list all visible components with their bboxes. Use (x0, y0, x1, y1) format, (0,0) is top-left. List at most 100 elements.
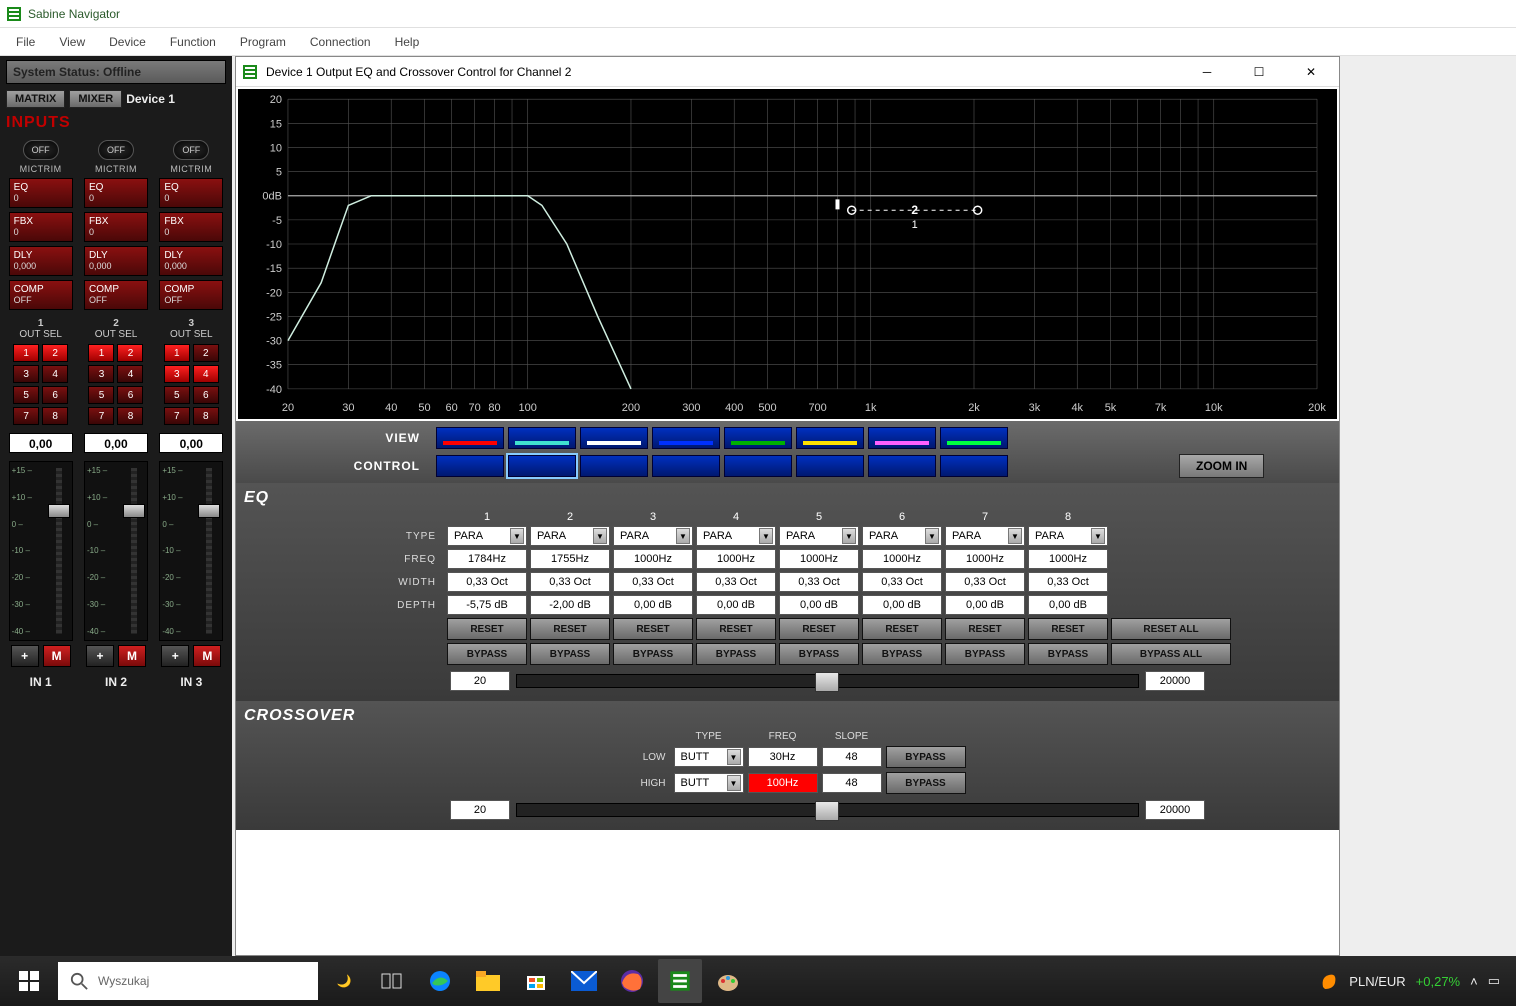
eq-bypass-1[interactable]: BYPASS (447, 643, 527, 665)
control-out-8[interactable] (940, 455, 1008, 477)
xo-high-freq[interactable]: 100Hz (748, 773, 818, 793)
comp-button[interactable]: COMPOFF (9, 280, 73, 310)
fader[interactable]: +15 –+10 –0 –-10 –-20 –-30 –-40 – (9, 461, 73, 641)
outsel-3[interactable]: 3 (13, 365, 39, 383)
eq-freq-7[interactable]: 1000Hz (945, 549, 1025, 569)
tray-chevron-icon[interactable]: ˄ (1470, 974, 1478, 989)
comp-button[interactable]: COMPOFF (159, 280, 223, 310)
view-out-5[interactable] (724, 427, 792, 449)
eq-response-chart[interactable]: 20151050dB-5-10-15-20-25-30-35-402030405… (238, 89, 1337, 419)
taskbar-mail-icon[interactable] (562, 959, 606, 1003)
outsel-8[interactable]: 8 (193, 407, 219, 425)
eq-width-6[interactable]: 0,33 Oct (862, 572, 942, 592)
menu-view[interactable]: View (49, 33, 95, 51)
eq-reset-4[interactable]: RESET (696, 618, 776, 640)
fbx-button[interactable]: FBX0 (9, 212, 73, 242)
xo-slider-knob[interactable] (815, 801, 839, 821)
fbx-button[interactable]: FBX0 (84, 212, 148, 242)
outsel-3[interactable]: 3 (88, 365, 114, 383)
eq-type-select-1[interactable]: PARA▼ (447, 526, 527, 546)
eq-depth-7[interactable]: 0,00 dB (945, 595, 1025, 615)
eq-button[interactable]: EQ0 (84, 178, 148, 208)
taskbar-weather-icon[interactable]: 🌙 (322, 959, 366, 1003)
xo-high-bypass-button[interactable]: BYPASS (886, 772, 966, 794)
eq-bypass-2[interactable]: BYPASS (530, 643, 610, 665)
eq-button[interactable]: EQ0 (159, 178, 223, 208)
eq-width-1[interactable]: 0,33 Oct (447, 572, 527, 592)
eq-width-7[interactable]: 0,33 Oct (945, 572, 1025, 592)
eq-freq-1[interactable]: 1784Hz (447, 549, 527, 569)
taskbar-paint-icon[interactable] (706, 959, 750, 1003)
dly-button[interactable]: DLY0,000 (159, 246, 223, 276)
outsel-6[interactable]: 6 (193, 386, 219, 404)
xo-low-type-select[interactable]: BUTT▼ (674, 747, 744, 767)
phantom-off-toggle[interactable]: OFF (173, 140, 209, 160)
trim-value[interactable]: 0,00 (9, 433, 73, 453)
eq-bypass-7[interactable]: BYPASS (945, 643, 1025, 665)
eq-depth-4[interactable]: 0,00 dB (696, 595, 776, 615)
mute-button[interactable]: M (193, 645, 221, 667)
dly-button[interactable]: DLY0,000 (9, 246, 73, 276)
eq-freq-3[interactable]: 1000Hz (613, 549, 693, 569)
eq-bypass-8[interactable]: BYPASS (1028, 643, 1108, 665)
eq-freq-5[interactable]: 1000Hz (779, 549, 859, 569)
outsel-4[interactable]: 4 (42, 365, 68, 383)
eq-depth-2[interactable]: -2,00 dB (530, 595, 610, 615)
eq-bypass-all[interactable]: BYPASS ALL (1111, 643, 1231, 665)
minimize-button[interactable]: ─ (1185, 59, 1229, 85)
trim-value[interactable]: 0,00 (84, 433, 148, 453)
outsel-2[interactable]: 2 (42, 344, 68, 362)
view-out-2[interactable] (508, 427, 576, 449)
fader[interactable]: +15 –+10 –0 –-10 –-20 –-30 –-40 – (159, 461, 223, 641)
taskbar-explorer-icon[interactable] (466, 959, 510, 1003)
view-out-4[interactable] (652, 427, 720, 449)
eq-bypass-6[interactable]: BYPASS (862, 643, 942, 665)
taskbar-store-icon[interactable] (514, 959, 558, 1003)
close-button[interactable]: ✕ (1289, 59, 1333, 85)
control-out-3[interactable] (580, 455, 648, 477)
eq-type-select-8[interactable]: PARA▼ (1028, 526, 1108, 546)
mixer-tab[interactable]: MIXER (69, 90, 122, 108)
outsel-7[interactable]: 7 (164, 407, 190, 425)
eq-bypass-5[interactable]: BYPASS (779, 643, 859, 665)
outsel-1[interactable]: 1 (88, 344, 114, 362)
outsel-2[interactable]: 2 (117, 344, 143, 362)
view-out-6[interactable] (796, 427, 864, 449)
control-out-5[interactable] (724, 455, 792, 477)
outsel-3[interactable]: 3 (164, 365, 190, 383)
zoom-in-button[interactable]: ZOOM IN (1179, 454, 1264, 478)
comp-button[interactable]: COMPOFF (84, 280, 148, 310)
taskbar-firefox-icon[interactable] (610, 959, 654, 1003)
control-out-2[interactable] (508, 455, 576, 477)
fader-knob[interactable] (48, 504, 70, 518)
outsel-4[interactable]: 4 (117, 365, 143, 383)
eq-reset-3[interactable]: RESET (613, 618, 693, 640)
eq-freq-slider[interactable] (516, 674, 1139, 688)
fader[interactable]: +15 –+10 –0 –-10 –-20 –-30 –-40 – (84, 461, 148, 641)
phantom-off-toggle[interactable]: OFF (23, 140, 59, 160)
phantom-off-toggle[interactable]: OFF (98, 140, 134, 160)
eq-reset-all[interactable]: RESET ALL (1111, 618, 1231, 640)
control-out-4[interactable] (652, 455, 720, 477)
maximize-button[interactable]: ☐ (1237, 59, 1281, 85)
control-out-1[interactable] (436, 455, 504, 477)
control-out-7[interactable] (868, 455, 936, 477)
outsel-4[interactable]: 4 (193, 365, 219, 383)
outsel-1[interactable]: 1 (164, 344, 190, 362)
outsel-6[interactable]: 6 (117, 386, 143, 404)
eq-reset-2[interactable]: RESET (530, 618, 610, 640)
eq-type-select-4[interactable]: PARA▼ (696, 526, 776, 546)
view-out-8[interactable] (940, 427, 1008, 449)
menu-device[interactable]: Device (99, 33, 156, 51)
view-out-1[interactable] (436, 427, 504, 449)
eq-width-3[interactable]: 0,33 Oct (613, 572, 693, 592)
mute-button[interactable]: M (118, 645, 146, 667)
xo-high-type-select[interactable]: BUTT▼ (674, 773, 744, 793)
menu-function[interactable]: Function (160, 33, 226, 51)
view-out-3[interactable] (580, 427, 648, 449)
fader-knob[interactable] (123, 504, 145, 518)
outsel-8[interactable]: 8 (42, 407, 68, 425)
eq-type-select-2[interactable]: PARA▼ (530, 526, 610, 546)
xo-freq-slider[interactable] (516, 803, 1139, 817)
eq-width-8[interactable]: 0,33 Oct (1028, 572, 1108, 592)
